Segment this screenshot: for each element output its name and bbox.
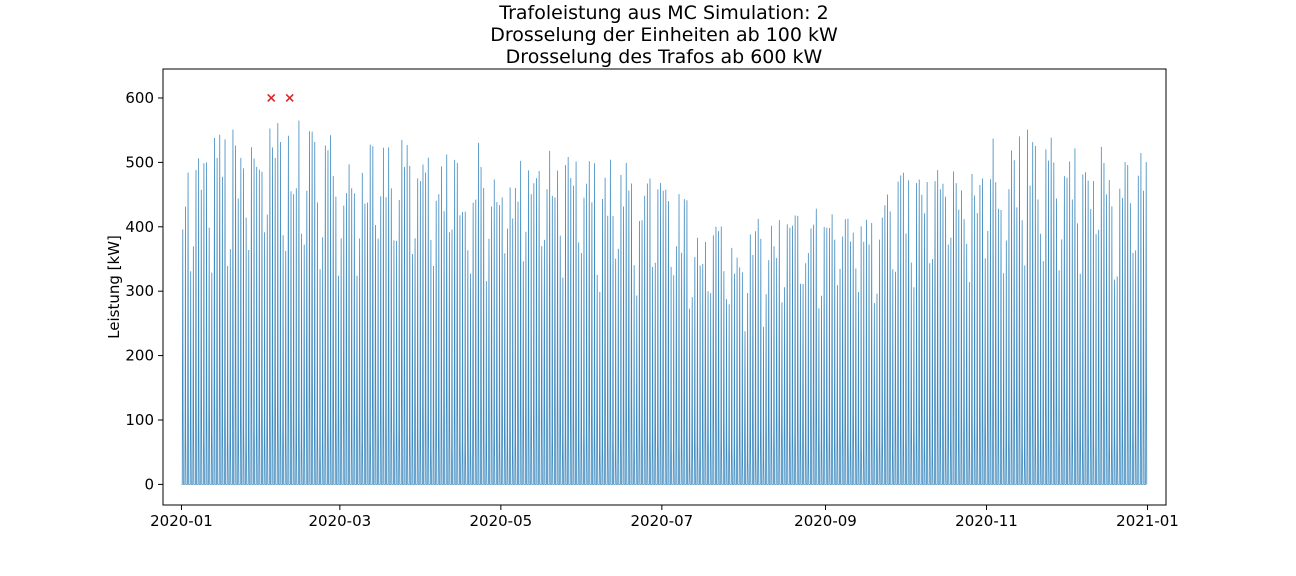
x-tick-label: 2020-05 <box>470 512 533 530</box>
marker-layer <box>267 93 294 103</box>
x-tick-label: 2020-09 <box>794 512 857 530</box>
y-axis-label: Leistung [kW] <box>105 235 123 339</box>
y-tick-label: 500 <box>125 153 154 171</box>
y-tick-label: 100 <box>125 411 154 429</box>
throttle-marker <box>285 93 294 103</box>
x-tick-label: 2020-07 <box>631 512 694 530</box>
throttle-marker <box>267 93 276 103</box>
title-line-2: Drosselung der Einheiten ab 100 kW <box>490 24 838 46</box>
axes-frame <box>162 68 1167 506</box>
title-line-1: Trafoleistung aus MC Simulation: 2 <box>498 2 828 24</box>
y-tick-label: 400 <box>125 218 154 236</box>
series-layer <box>181 120 1148 485</box>
y-tick-label: 300 <box>125 282 154 300</box>
x-tick-label: 2020-01 <box>150 512 213 530</box>
x-tick-label: 2020-11 <box>955 512 1018 530</box>
y-tick-label: 600 <box>125 89 154 107</box>
x-tick-label: 2020-03 <box>309 512 372 530</box>
series-line <box>181 120 1148 485</box>
y-tick-label: 200 <box>125 347 154 365</box>
title-line-3: Drosselung des Trafos ab 600 kW <box>506 46 823 68</box>
x-axis: 2020-01 2020-03 2020-05 2020-07 2020-09 2020-… <box>150 505 1179 530</box>
y-axis: 0 100 200 300 400 500 600 <box>125 89 163 493</box>
x-tick-label: 2021-01 <box>1116 512 1179 530</box>
plot-area <box>163 69 1166 505</box>
y-tick-label: 0 <box>144 475 154 493</box>
